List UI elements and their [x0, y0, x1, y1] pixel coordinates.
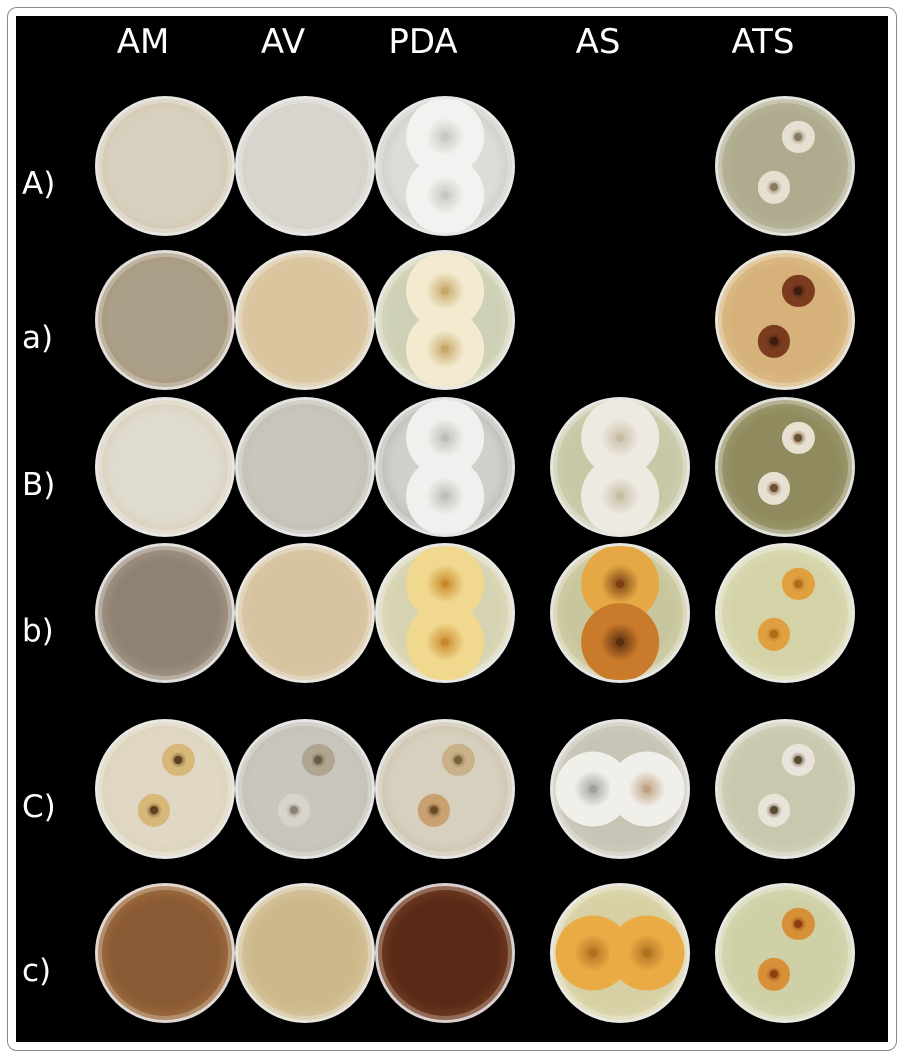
petri-dish	[235, 543, 375, 683]
petri-dish	[375, 96, 515, 236]
petri-dish	[375, 250, 515, 390]
petri-dish	[550, 397, 690, 537]
inoculum-point	[616, 492, 624, 501]
inoculum-point	[616, 638, 624, 647]
inoculum-point	[794, 755, 803, 764]
inoculum-point	[430, 806, 439, 815]
petri-dish	[235, 719, 375, 859]
petri-dish	[235, 397, 375, 537]
petri-dish	[715, 883, 855, 1023]
inoculum-point	[770, 630, 779, 639]
petri-dish	[375, 883, 515, 1023]
inoculum-point	[770, 806, 779, 815]
petri-dish	[715, 397, 855, 537]
inoculum-point	[794, 579, 803, 588]
petri-dish	[715, 250, 855, 390]
inoculum-point	[441, 579, 449, 588]
petri-dish	[235, 250, 375, 390]
inoculum-point	[441, 286, 449, 295]
inoculum-point	[616, 579, 624, 588]
inoculum-point	[150, 806, 159, 815]
inoculum-point	[454, 755, 463, 764]
row-label: b)	[22, 613, 54, 649]
column-header: PDA	[388, 22, 458, 62]
petri-dish	[715, 543, 855, 683]
petri-dish	[550, 543, 690, 683]
inoculum-point	[589, 949, 598, 957]
petri-dish	[95, 883, 235, 1023]
inoculum-point	[290, 806, 299, 815]
petri-dish	[375, 397, 515, 537]
inoculum-point	[794, 919, 803, 928]
petri-dish	[375, 719, 515, 859]
petri-dish	[375, 543, 515, 683]
inoculum-point	[441, 345, 449, 354]
inoculum-point	[770, 337, 779, 346]
inoculum-point	[174, 755, 183, 764]
petri-dish	[550, 883, 690, 1023]
inoculum-point	[441, 132, 449, 141]
petri-dish	[95, 96, 235, 236]
row-label: C)	[22, 789, 56, 825]
inoculum-point	[616, 433, 624, 442]
petri-dish	[235, 96, 375, 236]
column-header: ATS	[731, 22, 795, 62]
column-header: AS	[575, 22, 621, 62]
petri-dish	[715, 96, 855, 236]
inoculum-point	[441, 638, 449, 647]
inoculum-point	[770, 183, 779, 192]
column-header: AV	[260, 22, 306, 62]
row-label: B)	[22, 467, 56, 503]
inoculum-point	[314, 755, 323, 764]
petri-dish	[95, 719, 235, 859]
row-label: A)	[22, 166, 56, 202]
inoculum-point	[794, 433, 803, 442]
inoculum-point	[441, 191, 449, 200]
inoculum-point	[589, 785, 598, 793]
inoculum-point	[441, 492, 449, 501]
inoculum-point	[770, 484, 779, 493]
inoculum-point	[794, 286, 803, 295]
inoculum-point	[642, 949, 651, 957]
column-header: AM	[116, 22, 170, 62]
row-label: c)	[22, 953, 52, 989]
petri-dish	[715, 719, 855, 859]
inoculum-point	[642, 785, 651, 793]
inoculum-point	[441, 433, 449, 442]
petri-dish	[95, 397, 235, 537]
petri-dish	[95, 250, 235, 390]
petri-dish	[95, 543, 235, 683]
inoculum-point	[770, 970, 779, 979]
row-label: a)	[22, 320, 54, 356]
inoculum-point	[794, 132, 803, 141]
petri-dish	[550, 719, 690, 859]
petri-dish	[235, 883, 375, 1023]
